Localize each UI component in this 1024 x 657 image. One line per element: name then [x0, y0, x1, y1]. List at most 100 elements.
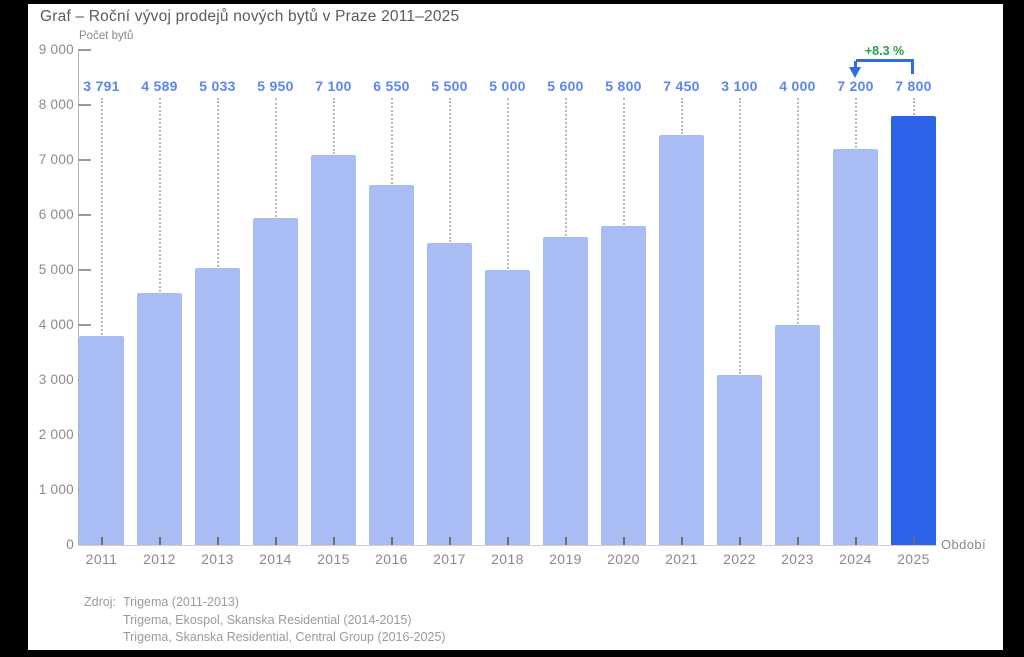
dotted-leader-line	[332, 98, 335, 154]
x-tick-label: 2020	[607, 551, 640, 567]
y-tick-label: 4 000	[38, 317, 74, 332]
bar-2011	[79, 336, 124, 545]
x-axis-line	[78, 545, 937, 546]
y-axis-tick	[78, 104, 91, 106]
y-tick-label: 5 000	[38, 262, 74, 277]
bar-value-label: 5 000	[489, 78, 526, 94]
y-tick-label: 6 000	[38, 207, 74, 222]
dotted-leader-line	[564, 98, 567, 236]
x-tick-label: 2022	[723, 551, 756, 567]
x-axis-tick	[912, 537, 915, 545]
x-axis-tick	[796, 537, 799, 545]
x-tick-label: 2023	[781, 551, 814, 567]
growth-arrow-head	[849, 67, 861, 78]
x-axis-label: Období	[941, 537, 987, 552]
bar-value-label: 7 100	[315, 78, 352, 94]
bar-value-label: 5 033	[199, 78, 236, 94]
y-axis-tick	[78, 324, 91, 326]
bar-value-label: 4 589	[141, 78, 178, 94]
bar-2012	[137, 292, 182, 545]
growth-arrow	[911, 59, 914, 74]
growth-arrow	[855, 59, 914, 62]
dotted-leader-line	[158, 98, 161, 292]
x-tick-label: 2013	[201, 551, 234, 567]
bar-2023	[775, 325, 820, 545]
chart-title: Graf – Roční vývoj prodejů nových bytů v…	[40, 8, 460, 25]
bar-2016	[369, 184, 414, 545]
bar-value-label: 6 550	[373, 78, 410, 94]
bar-2021	[659, 135, 704, 545]
x-axis-tick	[564, 537, 567, 545]
y-axis-tick	[78, 214, 91, 216]
dotted-leader-line	[622, 98, 625, 225]
dotted-leader-line	[506, 98, 509, 269]
bar-2014	[253, 217, 298, 545]
y-tick-label: 0	[66, 537, 74, 552]
bar-2022	[717, 374, 762, 545]
x-axis-tick	[332, 537, 335, 545]
x-tick-label: 2014	[259, 551, 292, 567]
bar-value-label: 7 800	[895, 78, 932, 94]
dotted-leader-line	[448, 98, 451, 242]
y-tick-label: 3 000	[38, 372, 74, 387]
y-tick-label: 2 000	[38, 427, 74, 442]
dotted-leader-line	[216, 98, 219, 268]
x-tick-label: 2021	[665, 551, 698, 567]
bar-2013	[195, 268, 240, 545]
y-tick-label: 7 000	[38, 152, 74, 167]
bar-2017	[427, 242, 472, 545]
x-tick-label: 2015	[317, 551, 350, 567]
bar-value-label: 4 000	[779, 78, 816, 94]
y-axis-tick	[78, 49, 91, 51]
bar-value-label: 5 500	[431, 78, 468, 94]
growth-arrow	[854, 61, 857, 68]
bar-value-label: 7 450	[663, 78, 700, 94]
bar-value-label: 3 100	[721, 78, 758, 94]
x-axis-tick	[158, 537, 161, 545]
y-tick-label: 8 000	[38, 97, 74, 112]
dotted-leader-line	[738, 98, 741, 374]
x-tick-label: 2016	[375, 551, 408, 567]
bar-value-label: 3 791	[83, 78, 120, 94]
dotted-leader-line	[796, 98, 799, 324]
y-tick-label: 9 000	[38, 42, 74, 57]
y-axis-tick	[78, 269, 91, 271]
bar-2018	[485, 270, 530, 545]
x-axis-tick	[100, 537, 103, 545]
x-tick-label: 2018	[491, 551, 524, 567]
source-line: Trigema, Ekospol, Skanska Residential (2…	[122, 612, 412, 627]
x-axis-tick	[506, 537, 509, 545]
x-axis-tick	[622, 537, 625, 545]
x-tick-label: 2017	[433, 551, 466, 567]
x-tick-label: 2019	[549, 551, 582, 567]
bar-2015	[311, 154, 356, 545]
x-axis-tick	[738, 537, 741, 545]
source-line: Trigema (2011-2013)	[122, 595, 239, 609]
x-tick-label: 2012	[143, 551, 176, 567]
x-tick-label: 2011	[85, 551, 118, 567]
dotted-leader-line	[274, 98, 277, 217]
dotted-leader-line	[680, 98, 683, 135]
growth-annotation-label: +8.3 %	[864, 44, 905, 58]
bar-value-label: 7 200	[837, 78, 874, 94]
y-axis-tick	[78, 159, 91, 161]
x-axis-tick	[448, 537, 451, 545]
bar-2019	[543, 237, 588, 545]
dotted-leader-line	[100, 98, 103, 336]
x-axis-tick	[854, 537, 857, 545]
x-axis-tick	[274, 537, 277, 545]
dotted-leader-line	[390, 98, 393, 184]
x-axis-tick	[216, 537, 219, 545]
x-axis-tick	[680, 537, 683, 545]
source-line: Trigema, Skanska Residential, Central Gr…	[122, 630, 446, 644]
bar-value-label: 5 800	[605, 78, 642, 94]
source-prefix: Zdroj:	[84, 595, 116, 609]
y-tick-label: 1 000	[38, 482, 74, 497]
source-lines: Trigema (2011-2013) Trigema, Ekospol, Sk…	[123, 594, 446, 647]
dotted-leader-line	[912, 98, 915, 115]
bar-value-label: 5 600	[547, 78, 584, 94]
x-tick-label: 2025	[897, 551, 930, 567]
source-note: Zdroj: Trigema (2011-2013) Trigema, Ekos…	[84, 594, 446, 647]
y-axis-label: Počet bytů	[79, 30, 134, 42]
